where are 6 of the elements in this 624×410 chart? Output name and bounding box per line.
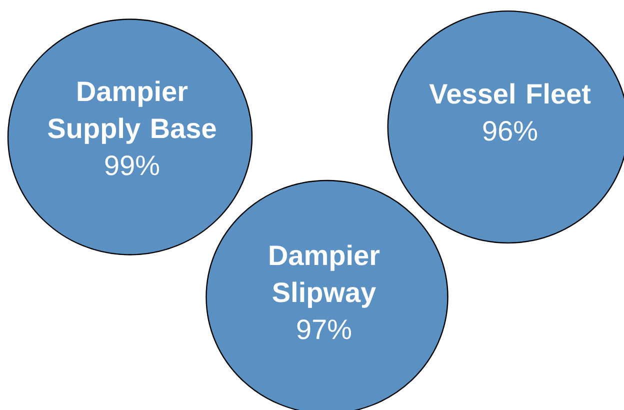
data-label: 99% <box>105 155 160 176</box>
category-label: Vessel Fleet <box>429 83 591 104</box>
category-label: Dampier Slipway <box>270 244 380 308</box>
data-label: 97% <box>297 319 352 340</box>
data-label: 96% <box>483 120 538 141</box>
category-label: Dampier Supply Base <box>48 80 216 144</box>
